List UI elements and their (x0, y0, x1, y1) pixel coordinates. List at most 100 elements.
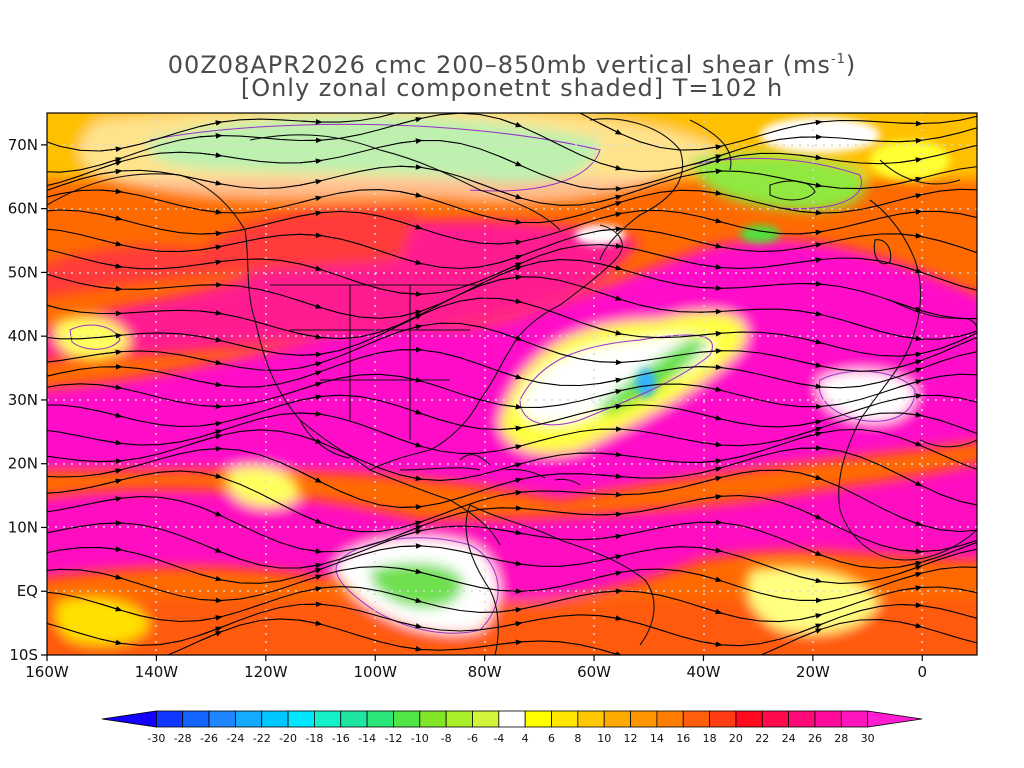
plot-area (47, 113, 977, 655)
stream-arrow (699, 154, 723, 163)
stream-arrow (599, 162, 623, 171)
stream-arrow (399, 520, 423, 529)
stream-arrow (399, 138, 423, 144)
stream-arrow (499, 190, 523, 200)
colorbar-box (630, 710, 658, 728)
stream-arrow (799, 426, 823, 436)
stream-arrow (699, 606, 723, 615)
colorbar-label: 30 (861, 732, 875, 745)
stream-arrow (99, 188, 123, 195)
colorbar-box (182, 710, 210, 728)
colorbar-box (761, 710, 790, 728)
stream-arrow (799, 628, 823, 639)
stream-arrow (599, 554, 623, 562)
colorbar-box (814, 710, 842, 728)
stream-arrow (99, 157, 123, 166)
stream-arrow (899, 367, 923, 377)
zero-contours (69, 123, 916, 634)
stream-arrow (699, 144, 723, 151)
stream-arrow (99, 603, 123, 612)
stream-arrow (399, 595, 423, 604)
stream-arrow (299, 434, 323, 444)
stream-arrow (399, 438, 423, 448)
stream-arrow (699, 441, 723, 448)
stream-arrow (399, 375, 423, 383)
stream-arrow (699, 466, 723, 474)
stream-arrow (899, 351, 923, 358)
stream-arrow (499, 529, 523, 536)
stream-arrow (99, 384, 123, 391)
stream-arrow (299, 381, 323, 391)
colorbar-box (788, 710, 816, 728)
stream-arrow (599, 533, 623, 540)
stream-arrow (399, 405, 423, 415)
colorbar: -30 -28 -26 -24 -22 -20 -18 -16 -14 -12 -10 -8 -6 -4 4… (101, 710, 923, 745)
lon-tick-label: 100W (354, 663, 398, 681)
stream-arrow (699, 640, 723, 647)
stream-arrow (199, 209, 223, 215)
stream-arrow (599, 588, 623, 595)
stream-arrow (499, 425, 523, 432)
stream-arrow (699, 168, 723, 175)
stream-arrow (699, 413, 723, 421)
stream-arrow (899, 157, 923, 163)
colorbar-label: 10 (597, 732, 611, 745)
stream-arrow (799, 508, 823, 520)
lon-tick-label: 140W (135, 663, 179, 681)
stream-arrow (899, 120, 923, 127)
colorbar-box (261, 710, 289, 728)
stream-arrow (299, 619, 323, 626)
stream-arrow (299, 361, 323, 369)
stream-arrow (499, 403, 523, 410)
colorbar-box (366, 710, 394, 728)
stream-arrow (199, 259, 223, 266)
colorbar-label: 6 (548, 732, 555, 745)
stream-arrow (799, 613, 823, 620)
stream-arrow (599, 123, 623, 135)
stream-arrow (499, 639, 523, 646)
stream-arrow (799, 431, 823, 439)
stream-arrow (499, 444, 523, 452)
colorbar-label: 26 (808, 732, 822, 745)
stream-arrow (199, 573, 223, 582)
stream-arrow (499, 462, 523, 471)
colorbar-box (709, 710, 737, 728)
lon-tick-label: 20W (796, 663, 830, 681)
stream-arrow (299, 351, 323, 358)
title-line1-suffix: ) (845, 51, 857, 79)
colorbar-box (472, 710, 500, 728)
stream-arrow (599, 403, 623, 410)
stream-arrow (199, 542, 223, 553)
lon-tick-label: 0 (918, 663, 928, 681)
stream-arrow (899, 474, 923, 487)
stream-arrow (299, 568, 323, 577)
stream-arrow (399, 309, 423, 317)
stream-arrow (599, 186, 623, 192)
colorbar-box (577, 710, 605, 728)
colorbar-label: -16 (332, 732, 350, 745)
stream-arrow (199, 230, 223, 237)
colorbar-label: -8 (441, 732, 452, 745)
stream-arrow (199, 446, 223, 452)
colorbar-box (498, 710, 526, 728)
stream-arrow (899, 303, 923, 312)
stream-arrow (699, 285, 723, 291)
stream-arrow (199, 179, 223, 186)
plot-frame (46, 112, 978, 656)
stream-arrow (899, 193, 923, 201)
stream-arrow (499, 588, 523, 594)
stream-arrow (899, 176, 923, 184)
stream-arrow (99, 160, 123, 170)
stream-arrow (199, 133, 223, 139)
stream-arrow (499, 490, 523, 496)
stream-arrow (899, 516, 923, 526)
stream-arrow (599, 359, 623, 366)
stream-arrow (799, 181, 823, 188)
stream-arrow (499, 239, 523, 246)
stream-arrow (299, 232, 323, 238)
stream-arrow (799, 337, 823, 345)
stream-arrow (699, 158, 723, 167)
stream-arrow (299, 210, 323, 217)
stream-arrow (699, 458, 723, 464)
